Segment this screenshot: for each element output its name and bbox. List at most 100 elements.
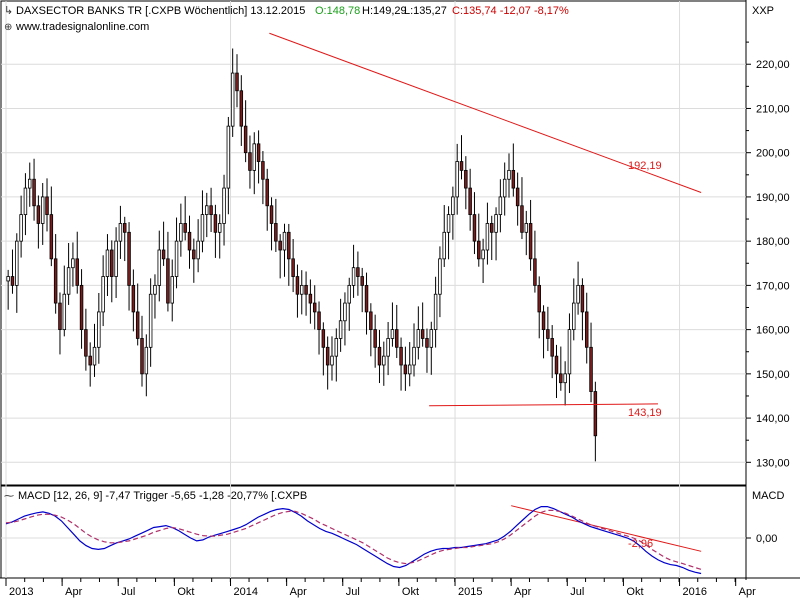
candle-bull	[28, 178, 32, 189]
header-open: O:148,78	[315, 5, 360, 17]
macd-tick-label: 0,00	[756, 533, 777, 545]
candle-bear	[192, 249, 196, 260]
candle-bear	[308, 293, 313, 304]
x-tick-label: Apr	[290, 586, 307, 598]
candle-bear	[261, 161, 265, 180]
candle-bear	[235, 72, 239, 92]
candle-bull	[429, 329, 434, 348]
candle-bear	[10, 276, 15, 286]
resistance-label: 192,19	[628, 160, 662, 172]
candle-bull	[174, 240, 179, 277]
candle-bear	[580, 284, 585, 313]
candle-bear	[213, 214, 218, 233]
header-low: L:135,27	[404, 5, 447, 17]
candle-bear	[161, 249, 166, 260]
candle-bear	[243, 125, 248, 154]
price-tick-label: 170,00	[756, 280, 790, 292]
x-tick-label: Okt	[177, 586, 194, 598]
candle-bear	[420, 329, 425, 339]
candle-bear	[265, 178, 269, 207]
candle-bull	[382, 355, 386, 366]
candle-bull	[282, 231, 287, 251]
support-line	[429, 403, 658, 407]
grid	[1, 1, 746, 578]
candle-bull	[144, 346, 149, 375]
x-tick-label: Apr	[739, 586, 756, 598]
candle-bull	[101, 276, 105, 313]
candle-bull	[330, 355, 334, 366]
candle-bear	[256, 143, 261, 162]
candle-bear	[377, 346, 382, 366]
candle-bull	[455, 161, 459, 198]
candle-bear	[274, 223, 278, 242]
candle-bear	[269, 205, 274, 224]
candle-bull	[92, 346, 97, 366]
macd-divergence-line	[511, 505, 702, 552]
candle-bear	[537, 284, 541, 313]
candle-bear	[291, 258, 295, 277]
candle-bull	[118, 223, 123, 242]
candle-bull	[6, 276, 10, 282]
trend-lines	[269, 32, 702, 552]
candle-bear	[131, 284, 136, 313]
candle-bear	[36, 205, 41, 224]
candle-bear	[477, 240, 481, 260]
candle-bear	[364, 284, 369, 313]
candle-bull	[40, 196, 45, 224]
candle-bear	[584, 311, 589, 348]
candle-bear	[528, 223, 533, 260]
x-tick-label: 2014	[234, 586, 258, 598]
candle-bull	[481, 249, 485, 260]
candle-bear	[88, 355, 92, 366]
x-axis: 2013 Apr Jul Okt 2014 Apr Jul Okt 2015 Apr Jul Okt 2…	[5, 578, 756, 598]
candle-bull	[351, 267, 356, 286]
candle-bull	[498, 196, 503, 216]
candle-bull	[334, 338, 339, 357]
candle-bear	[589, 346, 593, 392]
candle-bear	[53, 258, 58, 304]
candle-bear	[183, 223, 187, 233]
x-tick-label: Jul	[346, 586, 360, 598]
header-close: C:135,74 -12,07 -8,17%	[452, 5, 569, 17]
candle-bear	[122, 223, 127, 233]
candle-bull	[343, 302, 347, 322]
header-source: www.tradesignalonline.com	[15, 21, 149, 33]
candle-bear	[373, 329, 377, 348]
candle-bull	[485, 223, 490, 251]
macd-line	[5, 506, 702, 575]
candle-bear	[550, 338, 554, 357]
candle-bull	[252, 143, 257, 171]
candle-bear	[403, 364, 408, 375]
macd-icon: ⁓	[4, 491, 14, 502]
candle-bull	[494, 214, 498, 233]
candle-bull	[433, 293, 438, 331]
candle-bear	[425, 338, 429, 348]
header-high: H:149,29	[362, 5, 407, 17]
candle-bear	[489, 223, 494, 233]
price-axis-unit: XXP	[752, 5, 774, 17]
macd-header: MACD [12, 26, 9] -7,47 Trigger -5,65 -1,…	[18, 490, 307, 502]
candle-bear	[49, 214, 54, 260]
candle-bear	[317, 311, 321, 331]
candle-bear	[325, 346, 330, 366]
price-tick-label: 220,00	[756, 59, 790, 71]
divergence-label: -2,96	[628, 538, 653, 550]
candle-bull	[23, 187, 28, 216]
candle-bear	[248, 152, 252, 171]
candle-bear	[209, 205, 213, 216]
chart-pin-icon: ↳	[4, 5, 13, 17]
candle-bear	[312, 302, 317, 313]
candle-bear	[533, 258, 537, 286]
price-candles	[6, 48, 598, 462]
candle-bull	[442, 231, 446, 260]
price-tick-label: 190,00	[756, 192, 790, 204]
globe-icon: ⊕	[4, 22, 12, 33]
candle-bear	[399, 346, 403, 366]
price-tick-label: 150,00	[756, 369, 790, 381]
x-tick-label: Jul	[121, 586, 135, 598]
candle-bear	[187, 231, 192, 251]
candle-bear	[472, 214, 477, 242]
x-tick-label: 2013	[9, 586, 33, 598]
candle-bear	[468, 187, 472, 216]
